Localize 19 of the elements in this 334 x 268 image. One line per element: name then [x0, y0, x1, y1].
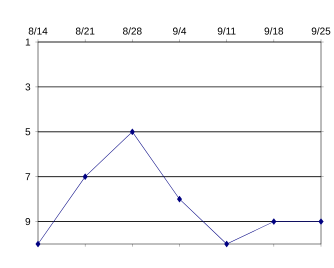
point [318, 218, 324, 225]
x-tick-label: 9/4 [173, 27, 186, 35]
x-tick-label: 8/21 [76, 27, 94, 35]
y-tick-label: 1 [26, 38, 30, 46]
point [82, 173, 88, 180]
point [271, 218, 276, 225]
x-tick-label: 9/11 [218, 27, 236, 35]
point [177, 196, 182, 202]
point [224, 240, 230, 248]
x-tick-label: 9/25 [312, 27, 330, 35]
point [130, 128, 135, 135]
x-tick-label: 8/14 [28, 27, 48, 35]
point [36, 240, 40, 248]
y-tick-label: 3 [25, 83, 30, 90]
y-tick-label: 5 [25, 128, 30, 136]
y-tick-label: 7 [26, 173, 30, 180]
x-tick-label: 8/28 [123, 27, 142, 35]
y-tick-label: 9 [26, 218, 30, 226]
x-tick-label: 9/18 [264, 27, 284, 35]
